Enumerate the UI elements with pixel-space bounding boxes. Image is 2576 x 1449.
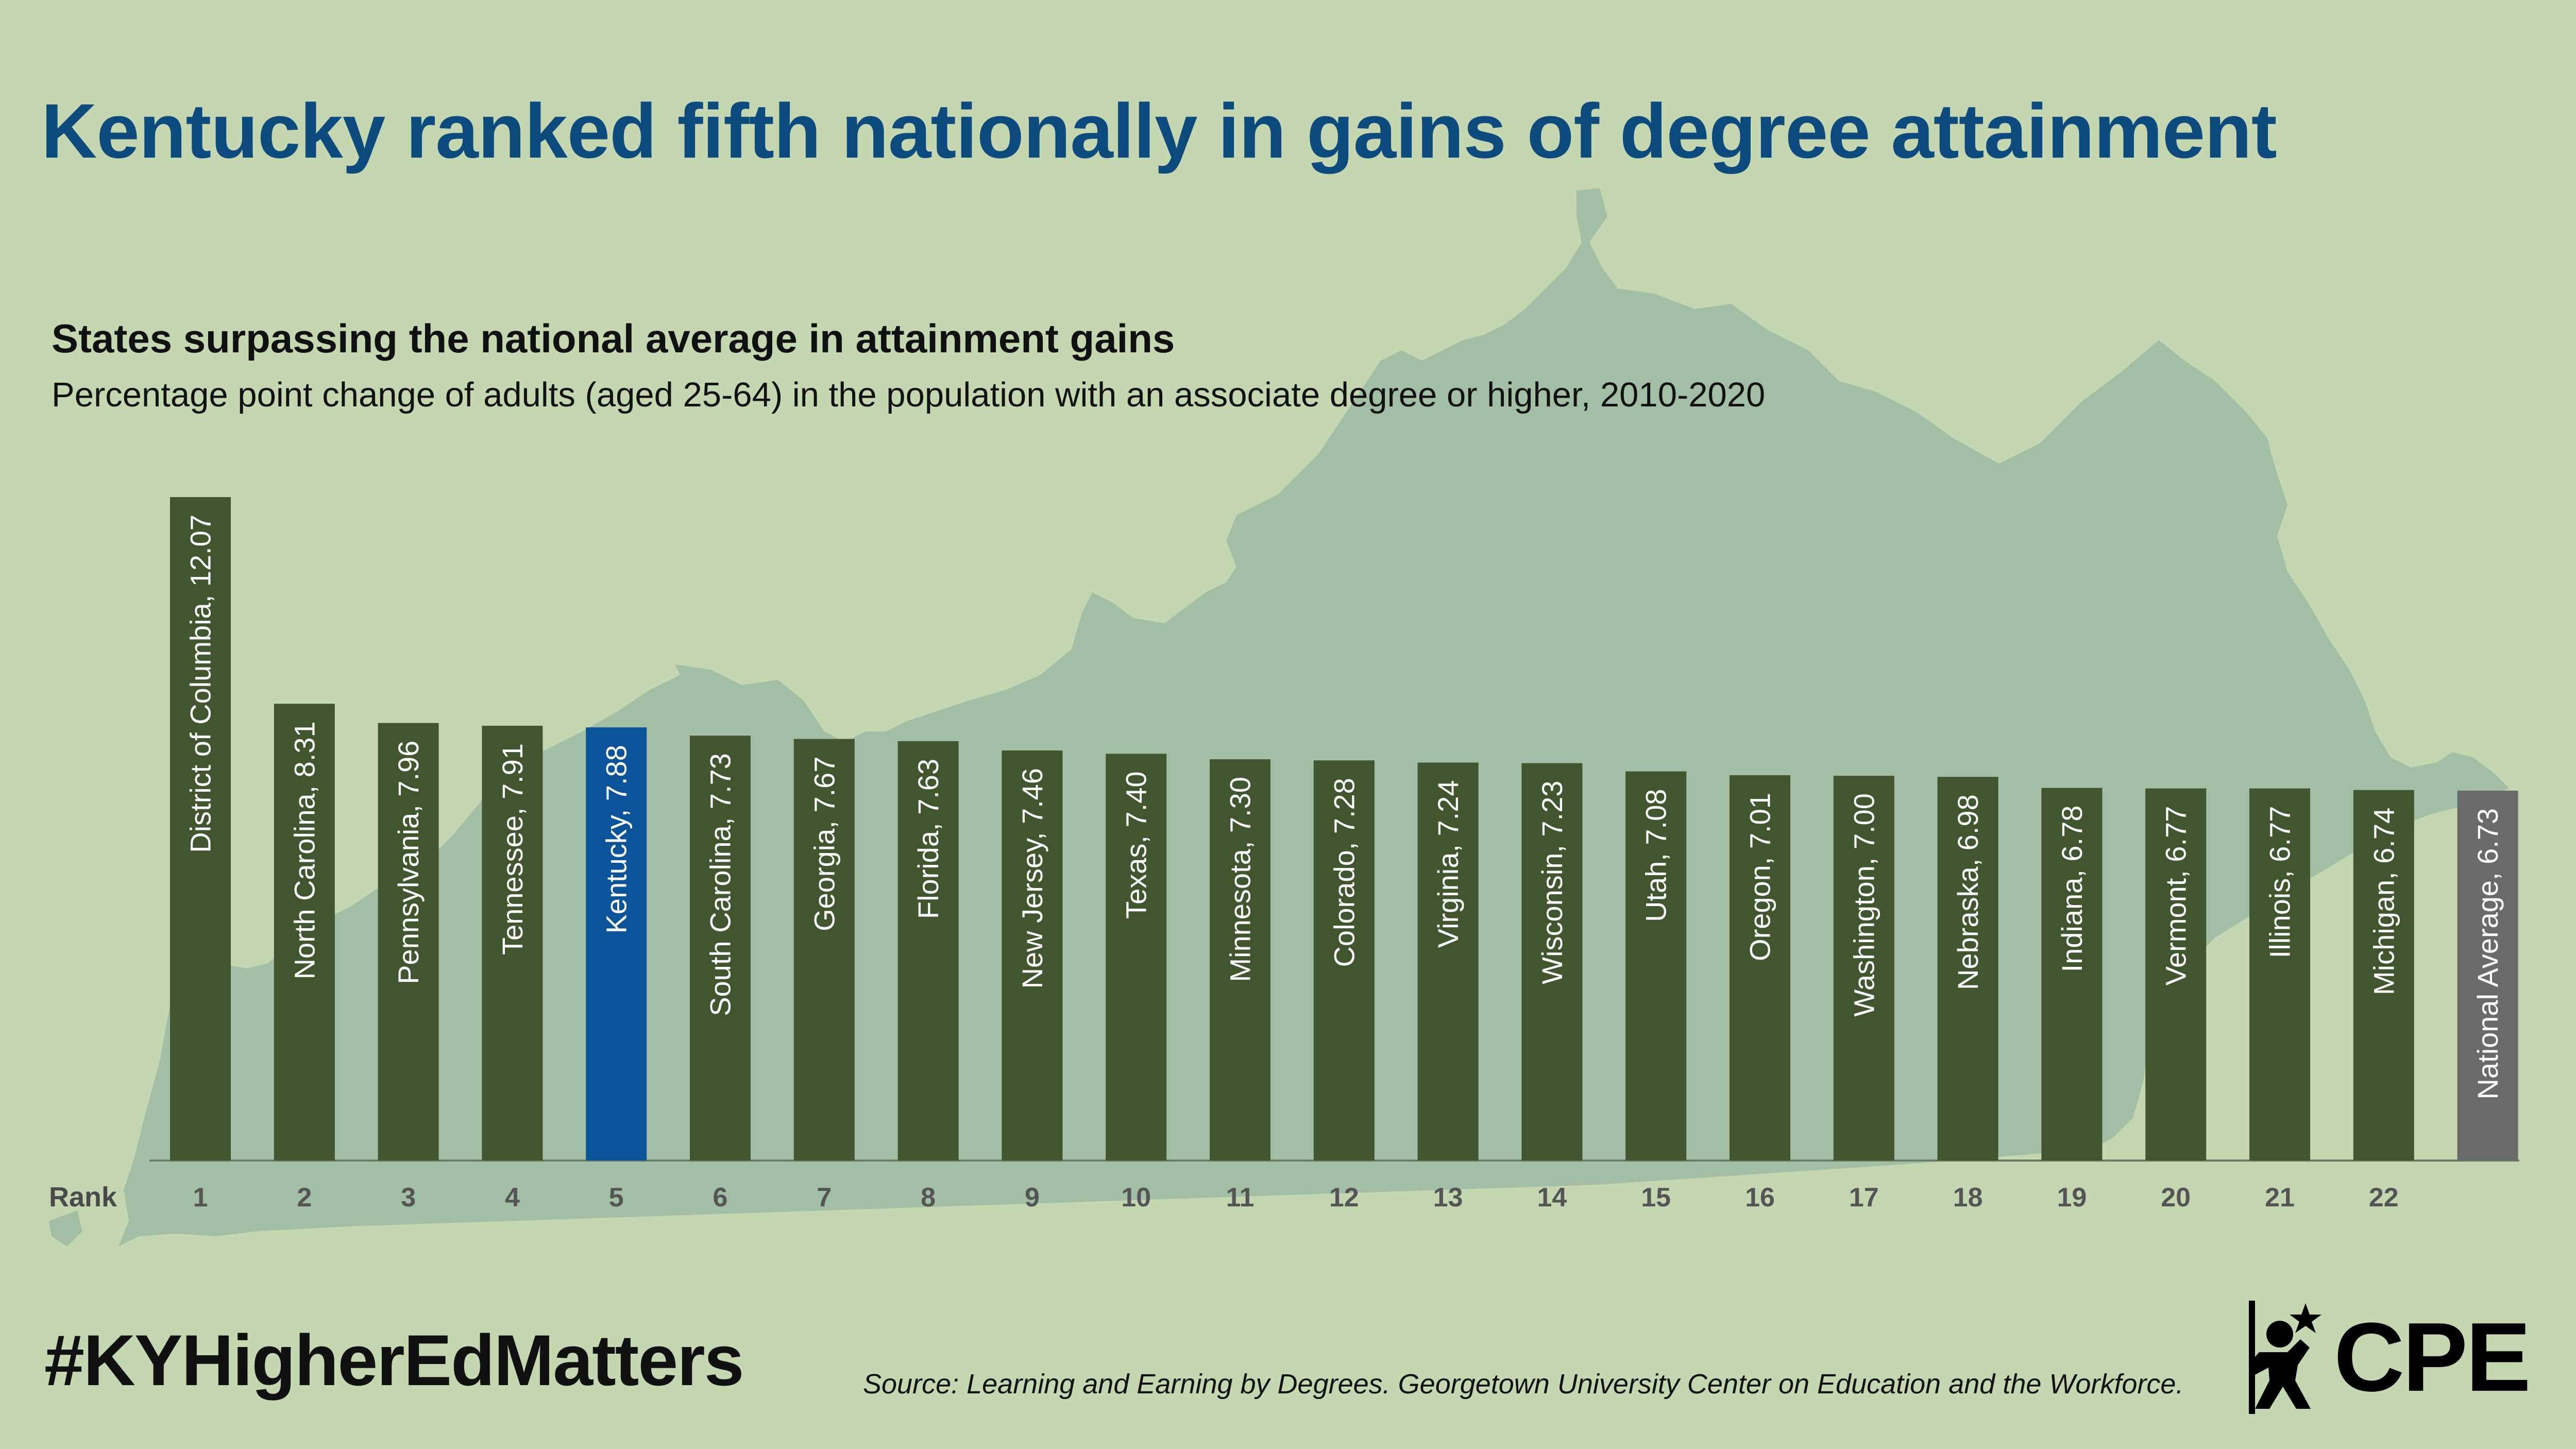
bar-label-14: Wisconsin, 7.23 [1536, 780, 1568, 984]
bar-13 [1417, 762, 1479, 1161]
bar-2 [274, 704, 335, 1161]
rank-label-7: 7 [817, 1183, 832, 1213]
rank-label-16: 16 [1745, 1183, 1775, 1213]
rank-label-5: 5 [609, 1183, 624, 1213]
cpe-person-star-icon [2249, 1301, 2321, 1414]
rank-label-17: 17 [1849, 1183, 1879, 1213]
bar-label-12: Colorado, 7.28 [1328, 778, 1360, 967]
bar-11 [1210, 759, 1270, 1161]
rank-label-18: 18 [1953, 1183, 1983, 1213]
bar-18 [1937, 777, 1998, 1161]
bar-label-1: District of Columbia, 12.07 [184, 515, 217, 853]
x-axis-label: Rank [49, 1182, 117, 1213]
rank-label-11: 11 [1226, 1183, 1255, 1213]
bar-label-9: New Jersey, 7.46 [1016, 768, 1048, 988]
rank-label-15: 15 [1641, 1183, 1671, 1213]
rank-label-8: 8 [921, 1183, 936, 1213]
bar-9 [1002, 750, 1063, 1161]
bar-7 [793, 739, 855, 1161]
page-title: Kentucky ranked fifth nationally in gain… [41, 88, 2277, 174]
rank-label-22: 22 [2369, 1183, 2399, 1213]
rank-label-13: 13 [1433, 1183, 1463, 1213]
bar-label-15: Utah, 7.08 [1640, 789, 1672, 922]
bar-label-10: Texas, 7.40 [1120, 771, 1153, 918]
bar-6 [690, 736, 751, 1161]
hashtag: #KYHigherEdMatters [44, 1320, 744, 1401]
bar-label-4: Tennessee, 7.91 [496, 743, 529, 955]
bar-label-5: Kentucky, 7.88 [600, 745, 633, 933]
rank-label-1: 1 [193, 1183, 208, 1213]
rank-label-9: 9 [1025, 1183, 1040, 1213]
bar-21 [2249, 788, 2310, 1161]
bar-20 [2145, 788, 2207, 1161]
bar-label-2: North Carolina, 8.31 [288, 721, 320, 979]
bar-label-17: Washington, 7.00 [1848, 793, 1880, 1017]
rank-label-14: 14 [1537, 1183, 1567, 1213]
bar-label-6: South Carolina, 7.73 [704, 753, 737, 1016]
rank-label-3: 3 [401, 1183, 416, 1213]
bar-label-23: National Average, 6.73 [2471, 808, 2504, 1100]
bar-label-19: Indiana, 6.78 [2056, 806, 2088, 973]
bar-label-20: Vermont, 6.77 [2160, 806, 2192, 986]
bar-label-22: Michigan, 6.74 [2367, 808, 2400, 995]
rank-label-12: 12 [1329, 1183, 1359, 1213]
bar-label-16: Oregon, 7.01 [1744, 793, 1776, 961]
chart-subtitle: States surpassing the national average i… [52, 316, 1175, 361]
bar-4 [482, 725, 543, 1161]
bar-23 [2457, 790, 2518, 1161]
cpe-logo-text: CPE [2334, 1303, 2531, 1412]
rank-label-19: 19 [2057, 1183, 2087, 1213]
bar-label-8: Florida, 7.63 [912, 759, 944, 919]
bar-10 [1106, 754, 1167, 1161]
chart-description: Percentage point change of adults (aged … [52, 376, 1766, 414]
bar-19 [2041, 788, 2103, 1161]
bar-label-3: Pennsylvania, 7.96 [392, 741, 425, 984]
bar-22 [2353, 790, 2414, 1161]
bar-label-7: Georgia, 7.67 [808, 757, 840, 931]
bar-label-18: Nebraska, 6.98 [1952, 794, 1984, 990]
bar-label-11: Minnesota, 7.30 [1224, 777, 1257, 982]
rank-label-10: 10 [1121, 1183, 1151, 1213]
bar-15 [1625, 771, 1687, 1161]
bar-label-21: Illinois, 6.77 [2264, 806, 2296, 959]
rank-label-6: 6 [713, 1183, 728, 1213]
bar-16 [1730, 775, 1790, 1161]
bar-3 [378, 723, 439, 1161]
source-note: Source: Learning and Earning by Degrees.… [863, 1369, 2184, 1400]
bar-label-13: Virginia, 7.24 [1432, 780, 1464, 948]
rank-label-4: 4 [505, 1183, 520, 1213]
bar-14 [1521, 763, 1583, 1161]
bar-1 [170, 497, 231, 1161]
bar-5 [586, 727, 647, 1161]
rank-label-2: 2 [297, 1183, 312, 1213]
bar-17 [1833, 776, 1894, 1161]
rank-label-20: 20 [2161, 1183, 2191, 1213]
bar-12 [1313, 760, 1375, 1161]
bar-8 [897, 741, 959, 1161]
rank-label-21: 21 [2265, 1183, 2295, 1213]
